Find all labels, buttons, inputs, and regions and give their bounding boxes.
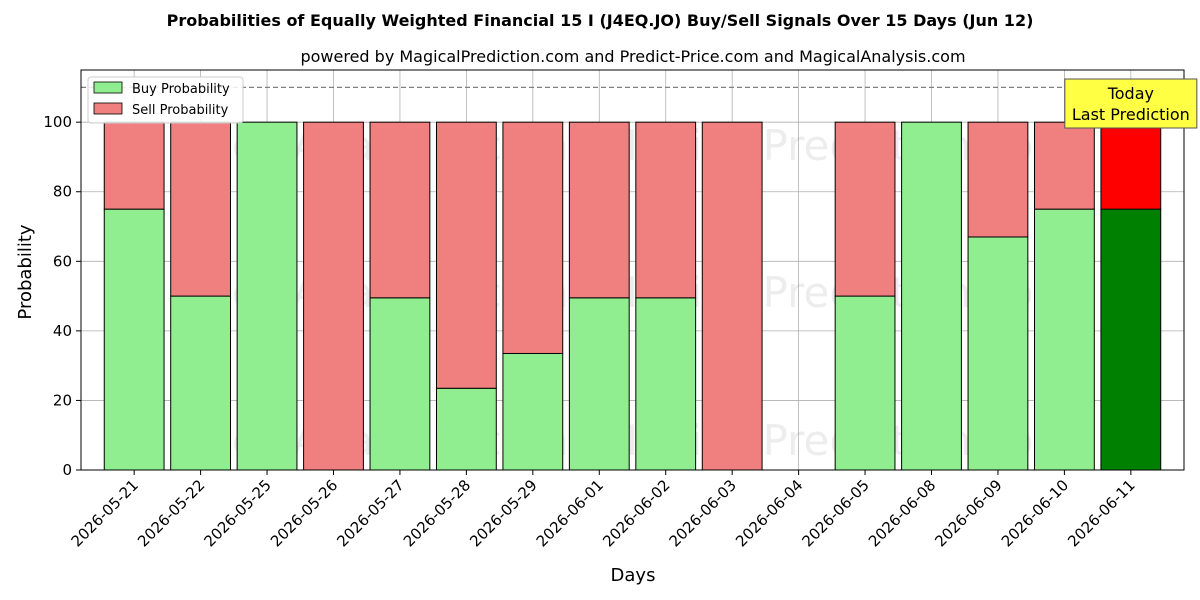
- bars: [103, 121, 1162, 471]
- x-tick-label: 2026-05-29: [466, 476, 540, 550]
- today-annotation: Today Last Prediction: [1064, 78, 1198, 129]
- y-tick-label: 40: [53, 322, 72, 340]
- buy-bar: [635, 297, 697, 471]
- legend-label: Buy Probability: [132, 82, 230, 97]
- buy-bar: [236, 121, 298, 471]
- sell-bar: [502, 121, 564, 354]
- y-tick-label: 80: [53, 183, 72, 201]
- x-axis-label: Days: [611, 565, 656, 586]
- sell-bar: [635, 121, 697, 299]
- buy-bar: [170, 295, 232, 471]
- sell-bar: [369, 121, 431, 299]
- x-tick-label: 2026-06-09: [931, 476, 1005, 550]
- buy-bar: [1100, 208, 1162, 471]
- x-tick-label: 2026-06-05: [799, 476, 873, 550]
- chart-subtitle: powered by MagicalPrediction.com and Pre…: [300, 47, 965, 66]
- x-ticks: 2026-05-212026-05-222026-05-252026-05-26…: [68, 470, 1139, 550]
- x-tick-label: 2026-06-04: [732, 476, 806, 550]
- sell-bar: [303, 121, 364, 471]
- y-axis-label: Probability: [15, 224, 36, 319]
- legend: Buy Probability Sell Probability: [87, 76, 244, 124]
- legend-swatch: [93, 81, 123, 94]
- x-tick-label: 2026-05-26: [267, 476, 341, 550]
- buy-bar: [967, 236, 1029, 471]
- y-tick-label: 0: [62, 461, 72, 479]
- x-tick-label: 2026-05-21: [68, 476, 142, 550]
- sell-bar: [701, 121, 763, 471]
- legend-label: Sell Probability: [132, 103, 229, 118]
- buy-bar: [901, 121, 962, 471]
- x-tick-label: 2026-05-28: [400, 476, 474, 550]
- sell-bar: [834, 121, 896, 297]
- y-ticks: 0 20 40 60 80 100: [43, 113, 81, 479]
- sell-bar: [170, 121, 232, 297]
- chart-title: Probabilities of Equally Weighted Financ…: [167, 11, 1034, 30]
- y-tick-label: 20: [53, 391, 72, 409]
- sell-bar: [103, 121, 165, 210]
- buy-bar: [1033, 208, 1095, 471]
- sell-bar: [967, 121, 1029, 238]
- legend-box: [87, 76, 244, 124]
- x-tick-label: 2026-06-03: [666, 476, 740, 550]
- annotation-box: [1064, 78, 1198, 129]
- y-tick-label: 100: [43, 113, 72, 131]
- x-tick-label: 2026-06-11: [1064, 476, 1138, 550]
- x-tick-label: 2026-05-27: [333, 476, 407, 550]
- buy-bar: [369, 297, 431, 471]
- annotation-text: Today: [1107, 84, 1154, 103]
- buy-bar: [103, 208, 165, 471]
- buy-bar: [834, 295, 896, 471]
- y-tick-label: 60: [53, 252, 72, 270]
- x-tick-label: 2026-06-02: [599, 476, 673, 550]
- annotation-text: Last Prediction: [1072, 105, 1190, 124]
- x-tick-label: 2026-06-10: [998, 476, 1072, 550]
- buy-bar: [435, 387, 497, 471]
- sell-bar: [1033, 121, 1095, 210]
- buy-bar: [502, 352, 564, 471]
- plot-frame: [80, 69, 1185, 471]
- x-tick-label: 2026-05-22: [134, 476, 208, 550]
- x-tick-label: 2026-06-01: [533, 476, 607, 550]
- x-tick-label: 2026-05-25: [200, 476, 274, 550]
- buy-bar: [568, 297, 630, 471]
- sell-bar: [1100, 121, 1162, 210]
- legend-swatch: [93, 102, 123, 115]
- sell-bar: [568, 121, 630, 299]
- sell-bar: [435, 121, 497, 389]
- x-tick-label: 2026-06-08: [865, 476, 939, 550]
